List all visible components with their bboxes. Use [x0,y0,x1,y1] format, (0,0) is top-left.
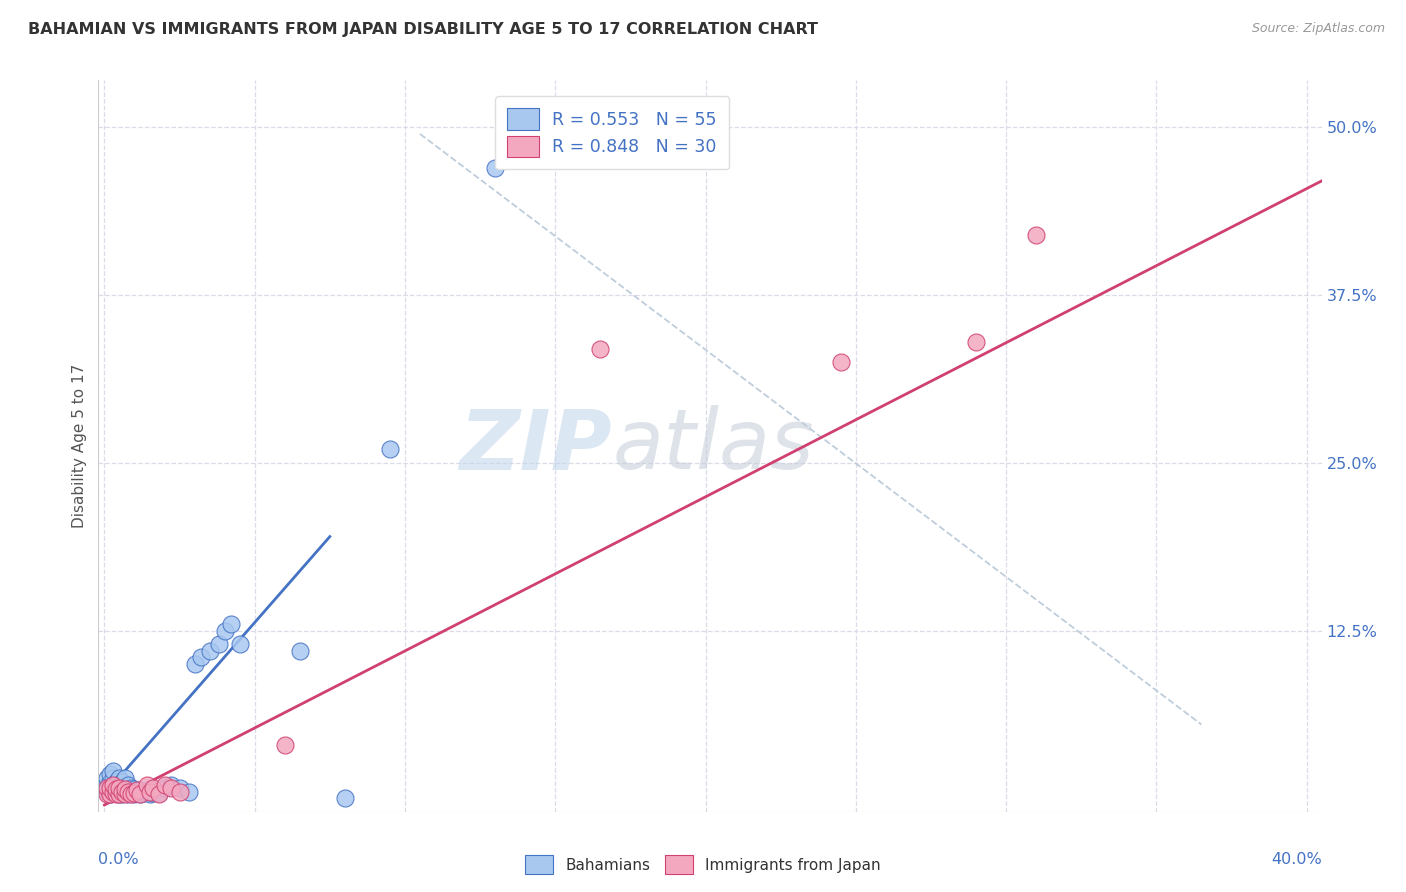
Point [103,778,125,792]
Point [129,787,152,801]
Point [219,616,242,631]
Point [159,778,181,792]
Point [214,624,236,638]
Point [333,791,356,805]
Point [208,637,231,651]
Point [129,783,152,797]
Point [132,786,155,800]
Point [190,650,212,665]
Point [105,780,128,795]
Point [105,775,128,789]
Point [103,778,125,792]
Point [114,771,136,785]
Point [105,784,128,798]
Point [138,787,160,801]
Point [129,787,152,801]
Point [100,767,122,781]
Point [96,771,118,785]
Point [117,784,139,798]
Text: ZIP: ZIP [460,406,612,486]
Legend: R = 0.553   N = 55, R = 0.848   N = 30: R = 0.553 N = 55, R = 0.848 N = 30 [495,96,730,169]
Point [96,778,118,792]
Point [100,787,122,801]
Text: atlas: atlas [612,406,814,486]
Point [378,442,401,457]
Point [96,784,118,798]
Point [103,784,125,798]
Point [111,781,134,796]
Legend: Bahamians, Immigrants from Japan: Bahamians, Immigrants from Japan [519,849,887,880]
Point [108,781,131,796]
Text: 0.0%: 0.0% [98,852,139,867]
Point [103,764,125,779]
Point [124,781,146,796]
Point [153,780,176,795]
Point [103,771,125,785]
Point [127,783,149,797]
Point [108,778,131,792]
Point [169,784,191,798]
Point [274,738,297,752]
Text: Source: ZipAtlas.com: Source: ZipAtlas.com [1251,22,1385,36]
Point [141,786,163,800]
Point [288,643,311,657]
Point [96,787,118,801]
Point [138,784,160,798]
Point [124,786,146,800]
Point [100,780,122,795]
Point [108,771,131,785]
Point [135,778,157,792]
Point [105,781,128,796]
Point [100,780,122,795]
Point [228,637,250,651]
Y-axis label: Disability Age 5 to 17: Disability Age 5 to 17 [72,364,87,528]
Point [141,780,163,795]
Point [124,787,146,801]
Point [111,787,134,801]
Point [111,775,134,789]
Point [148,787,170,801]
Point [121,780,143,795]
Point [159,780,181,795]
Point [96,780,118,795]
Point [484,161,506,175]
Point [117,778,139,792]
Point [177,784,200,798]
Point [114,780,136,795]
Point [589,342,612,356]
Point [103,784,125,798]
Point [138,781,160,796]
Point [111,784,134,798]
Point [108,780,131,795]
Point [127,784,149,798]
Point [198,643,221,657]
Point [114,781,136,796]
Text: 40.0%: 40.0% [1271,852,1322,867]
Text: BAHAMIAN VS IMMIGRANTS FROM JAPAN DISABILITY AGE 5 TO 17 CORRELATION CHART: BAHAMIAN VS IMMIGRANTS FROM JAPAN DISABI… [28,22,818,37]
Point [117,783,139,797]
Point [121,784,143,798]
Point [830,355,852,369]
Point [105,787,128,801]
Point [100,787,122,801]
Point [100,775,122,789]
Point [117,787,139,801]
Point [965,334,987,349]
Point [108,787,131,801]
Point [1025,227,1047,242]
Point [114,784,136,798]
Point [121,787,143,801]
Point [153,778,176,792]
Point [108,787,131,801]
Point [148,786,170,800]
Point [183,657,205,671]
Point [169,780,191,795]
Point [135,784,157,798]
Point [114,787,136,801]
